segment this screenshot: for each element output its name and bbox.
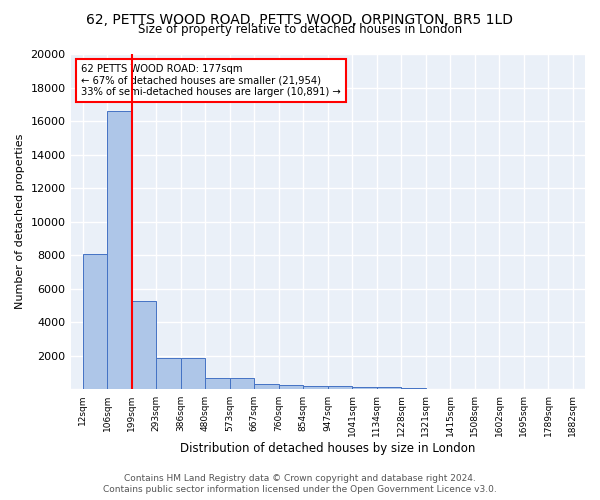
Text: 62 PETTS WOOD ROAD: 177sqm
← 67% of detached houses are smaller (21,954)
33% of : 62 PETTS WOOD ROAD: 177sqm ← 67% of deta…	[81, 64, 341, 98]
X-axis label: Distribution of detached houses by size in London: Distribution of detached houses by size …	[180, 442, 475, 455]
Text: 62, PETTS WOOD ROAD, PETTS WOOD, ORPINGTON, BR5 1LD: 62, PETTS WOOD ROAD, PETTS WOOD, ORPINGT…	[86, 12, 514, 26]
Bar	[401, 388, 426, 390]
Bar	[107, 111, 132, 390]
Bar	[450, 388, 475, 390]
Bar	[377, 387, 401, 390]
Bar	[156, 358, 181, 390]
Bar	[475, 389, 499, 390]
Bar	[426, 388, 450, 390]
Bar	[328, 386, 352, 390]
Bar	[352, 387, 377, 390]
Text: Contains HM Land Registry data © Crown copyright and database right 2024.
Contai: Contains HM Land Registry data © Crown c…	[103, 474, 497, 494]
Bar	[83, 254, 107, 390]
Bar	[279, 386, 303, 390]
Y-axis label: Number of detached properties: Number of detached properties	[15, 134, 25, 310]
Bar	[230, 378, 254, 390]
Bar	[132, 300, 156, 390]
Bar	[303, 386, 328, 390]
Bar	[254, 384, 279, 390]
Text: Size of property relative to detached houses in London: Size of property relative to detached ho…	[138, 22, 462, 36]
Bar	[205, 378, 230, 390]
Bar	[181, 358, 205, 390]
